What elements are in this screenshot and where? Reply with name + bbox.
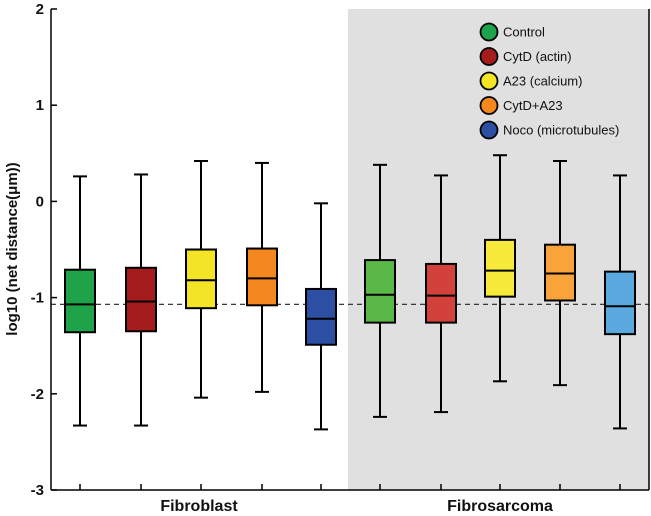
box-6	[425, 174, 457, 414]
axes-layer: -3 -2 -1 0 1 2 Fibroblast Fibrosarcoma	[31, 1, 650, 515]
legend-marker	[479, 120, 499, 140]
legend-label: Noco (microtubules)	[503, 123, 619, 138]
legend-marker	[479, 71, 499, 91]
box-iqr	[604, 270, 636, 336]
legend-label: CytD+A23	[503, 98, 563, 113]
box-iqr	[364, 259, 396, 324]
legend-item-1: CytD (actin)	[479, 47, 572, 66]
box-iqr	[246, 247, 278, 307]
y-tick-label: 2	[36, 1, 44, 18]
y-tick-label: -3	[31, 482, 44, 499]
boxes-layer	[64, 154, 636, 431]
legend-label: A23 (calcium)	[503, 74, 582, 89]
legend: Control CytD (actin) A23 (calcium) CytD+A23…	[479, 22, 619, 140]
box-4	[305, 202, 337, 431]
y-tick-label: -1	[31, 290, 44, 307]
legend-marker	[479, 47, 499, 66]
legend-marker	[479, 96, 499, 115]
box-iqr	[125, 266, 157, 333]
y-tick-label: 1	[36, 97, 44, 114]
box-2	[185, 159, 217, 399]
legend-label: Control	[503, 25, 545, 40]
box-iqr	[305, 287, 337, 346]
box-9	[604, 174, 636, 430]
legend-item-0: Control	[479, 22, 545, 42]
legend-item-2: A23 (calcium)	[479, 71, 582, 91]
box-iqr	[185, 248, 217, 310]
box-iqr	[484, 238, 516, 298]
legend-item-4: Noco (microtubules)	[479, 120, 619, 140]
box-iqr	[64, 268, 96, 334]
box-0	[64, 175, 96, 427]
box-8	[544, 159, 576, 387]
box-iqr	[425, 262, 457, 324]
y-tick-label: -2	[31, 386, 44, 403]
y-tick-label: 0	[36, 193, 44, 210]
legend-item-3: CytD+A23	[479, 96, 563, 115]
group-label: Fibroblast	[160, 498, 238, 515]
group-label: Fibrosarcoma	[447, 498, 553, 515]
box-7	[484, 154, 516, 383]
legend-marker	[479, 22, 499, 42]
box-5	[364, 163, 396, 418]
box-3	[246, 161, 278, 393]
legend-label: CytD (actin)	[503, 49, 572, 64]
box-1	[125, 173, 157, 427]
y-axis-label: log10 (net distance(μm))	[4, 162, 21, 335]
